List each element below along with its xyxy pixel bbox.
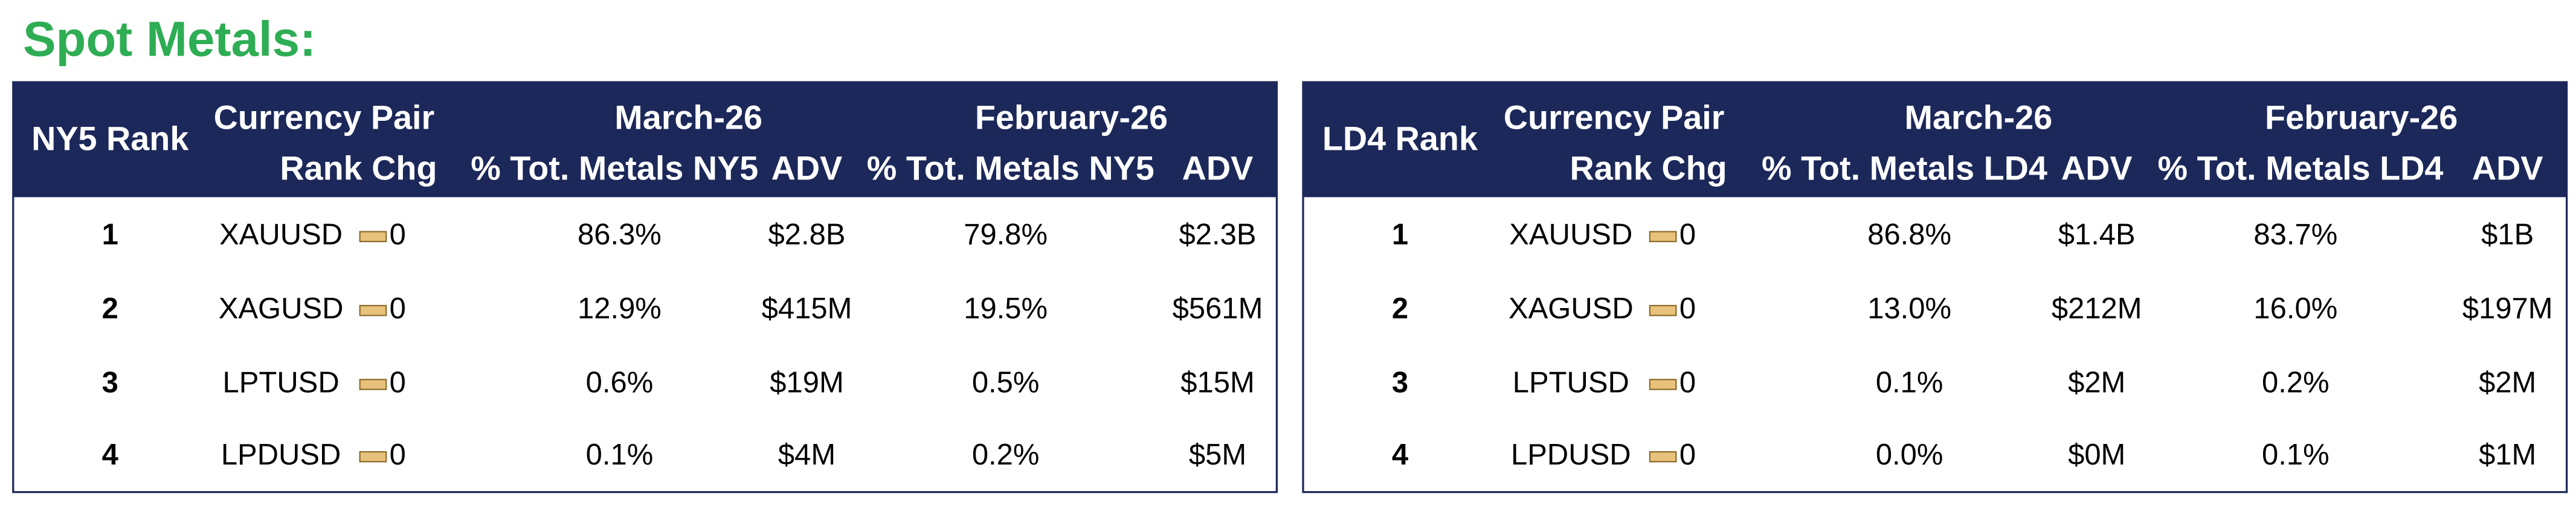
adv: $212M [2052,292,2142,325]
rank-chg: 0 [390,366,406,399]
content: Spot Metals: NY5 Rank Currency Pair March-… [12,11,2568,494]
share: 0.1% [1876,366,1943,399]
header-adv: ADV [2061,150,2133,187]
currency-pair: LPTUSD [223,366,340,399]
share: 16.0% [2253,292,2337,325]
share: 0.2% [2262,366,2330,399]
adv: $2.3B [1179,219,1257,251]
rank: 4 [1392,439,1408,471]
rank: 1 [102,219,118,251]
share: 13.0% [1867,292,1951,325]
rank-chg-icon [1649,231,1677,242]
share: 79.8% [964,219,1048,251]
header-period: February-26 [2265,98,2458,136]
header-share: % Tot. Metals LD4 [2158,150,2444,187]
rank-chg: 0 [390,292,406,325]
share: 0.6% [586,366,654,399]
header-adv: ADV [2472,150,2543,187]
currency-pair: XAUUSD [219,219,343,251]
currency-pair: XAGUSD [219,292,344,325]
rank: 4 [102,439,118,471]
header-pair: Currency Pair [1504,98,1725,136]
rank-chg-icon [1649,451,1677,463]
share: 83.7% [2253,219,2337,251]
header-pair: Currency Pair [214,98,435,136]
header-period: February-26 [975,98,1168,136]
adv: $19M [770,366,843,399]
adv: $2M [2068,366,2125,399]
rank-chg: 0 [1679,439,1696,471]
share: 0.0% [1876,439,1943,471]
rank-chg-icon [359,379,387,390]
rank-chg: 0 [390,219,406,251]
share: 0.2% [972,439,1040,471]
adv: $561M [1173,292,1263,325]
share: 0.1% [2262,439,2330,471]
rank-chg: 0 [390,439,406,471]
header-rank: NY5 Rank [31,120,189,158]
rank-chg-icon [1649,304,1677,317]
adv: $1B [2481,219,2534,251]
rank: 2 [1392,292,1408,325]
adv: $2.8B [768,219,846,251]
rank-chg-icon [1649,379,1677,390]
header-period: March-26 [1904,98,2052,136]
rank: 2 [102,292,118,325]
share: 0.1% [586,439,654,471]
rank-chg: 0 [1679,292,1696,325]
currency-pair: LPDUSD [221,439,341,471]
adv: $1M [2479,439,2536,471]
share: 19.5% [964,292,1048,325]
header-adv: ADV [1182,150,1254,187]
share: 0.5% [972,366,1040,399]
header-rank-chg: Rank Chg [280,150,437,187]
rank-chg: 0 [1679,366,1696,399]
currency-pair: XAGUSD [1509,292,1634,325]
currency-pair: LPTUSD [1513,366,1629,399]
rank-chg-icon [359,231,387,242]
header-share: % Tot. Metals NY5 [867,150,1154,187]
currency-pair: LPDUSD [1511,439,1631,471]
header-rank: LD4 Rank [1322,120,1478,158]
table-header [13,82,1277,198]
share: 86.8% [1867,219,1951,251]
adv: $15M [1180,366,1254,399]
adv: $4M [778,439,836,471]
adv: $0M [2068,439,2125,471]
adv: $2M [2479,366,2536,399]
adv: $1.4B [2058,219,2136,251]
rank-chg: 0 [1679,219,1696,251]
header-period: March-26 [614,98,762,136]
currency-pair: XAUUSD [1509,219,1632,251]
adv: $415M [762,292,852,325]
rank-chg-icon [359,304,387,317]
table-header [1302,82,2567,198]
header-share: % Tot. Metals LD4 [1762,150,2047,187]
share: 12.9% [578,292,662,325]
rank: 3 [1392,366,1408,399]
header-adv: ADV [771,150,843,187]
adv: $197M [2462,292,2553,325]
rank: 1 [1392,219,1408,251]
share: 86.3% [578,219,662,251]
rank-chg-icon [359,451,387,463]
adv: $5M [1189,439,1246,471]
header-rank-chg: Rank Chg [1570,150,1727,187]
page-title: Spot Metals: [23,11,316,66]
rank: 3 [102,366,118,399]
header-share: % Tot. Metals NY5 [471,150,758,187]
